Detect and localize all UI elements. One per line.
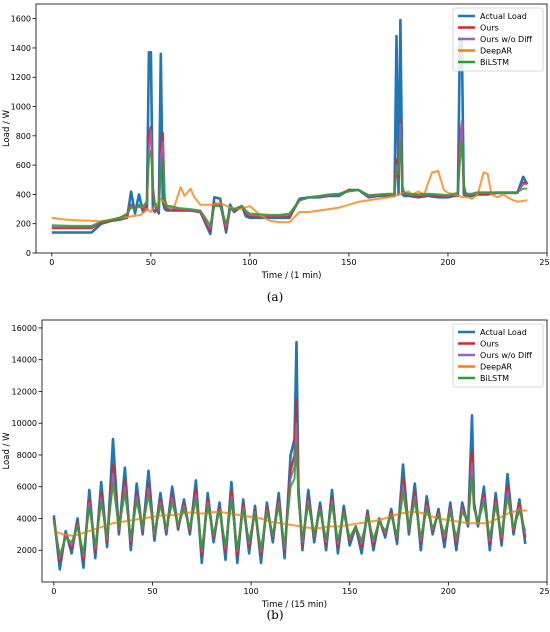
series-line-bilstm — [52, 442, 527, 556]
x-tick-label: 250 — [539, 587, 550, 596]
y-tick-label: 400 — [16, 190, 31, 199]
x-tick-label: 150 — [342, 587, 357, 596]
y-tick-label: 1200 — [11, 73, 31, 82]
legend-label: Ours — [480, 24, 499, 33]
series-line-actual — [51, 18, 529, 236]
series-line-bilstm — [51, 140, 528, 227]
y-tick-label: 200 — [16, 220, 31, 229]
legend-label: DeepAR — [480, 363, 513, 372]
legend: Actual Load Ours Ours w/o Diff DeepAR BiLSTM — [452, 7, 544, 72]
chart-b: 0 50 100 150 200 250 2000 4000 6000 8000 10000 1200… — [2, 319, 550, 610]
series-group — [52, 340, 528, 571]
legend-box — [452, 7, 544, 72]
x-tick-label: 50 — [147, 587, 157, 596]
series-line-deepar — [51, 170, 528, 224]
plot-frame — [35, 3, 548, 254]
x-axis-label: Time / (15 min) — [261, 600, 327, 610]
y-tick-label: 16000 — [12, 324, 37, 333]
x-tick-label: 100 — [243, 587, 258, 596]
y-tick-label: 4000 — [17, 514, 37, 523]
legend-box — [452, 323, 544, 388]
y-axis-label: Load / W — [2, 109, 12, 147]
legend-label: Actual Load — [480, 12, 527, 21]
series-line-deepar — [53, 509, 528, 537]
y-axis-label: Load / W — [2, 432, 12, 470]
y-tick-label: 2000 — [17, 546, 37, 555]
x-tick-label: 0 — [51, 587, 56, 596]
x-tick-label: 0 — [49, 258, 54, 267]
y-tick-label: 800 — [16, 132, 31, 141]
x-tick-label: 250 — [539, 258, 550, 267]
legend-label: Ours w/o Diff — [480, 35, 532, 44]
chart-a: 0 50 100 150 200 250 0 200 400 600 800 1000 1200 1400… — [2, 3, 550, 281]
legend: Actual Load Ours Ours w/o Diff DeepAR BiLSTM — [452, 323, 544, 388]
x-axis-label: Time / (1 min) — [261, 271, 322, 281]
y-tick-label: 12000 — [12, 387, 37, 396]
plot-frame — [41, 319, 548, 583]
y-tick-label: 1000 — [11, 103, 31, 112]
y-tick-label: 1400 — [11, 44, 31, 53]
legend-label: BiLSTM — [480, 374, 509, 383]
legend-label: Actual Load — [480, 328, 527, 337]
x-tick-label: 200 — [440, 258, 455, 267]
y-tick-label: 8000 — [17, 451, 37, 460]
x-tick-label: 100 — [242, 258, 257, 267]
series-group — [51, 18, 529, 236]
x-tick-label: 200 — [441, 587, 456, 596]
y-tick-label: 10000 — [12, 419, 37, 428]
y-tick-label: 0 — [26, 249, 31, 258]
y-tick-label: 6000 — [17, 483, 37, 492]
legend-label: Ours — [480, 340, 499, 349]
x-tick-label: 50 — [146, 258, 156, 267]
caption-b: (b) — [266, 608, 284, 622]
y-tick-label: 1600 — [11, 15, 31, 24]
y-tick-label: 600 — [16, 161, 31, 170]
caption-a: (a) — [266, 290, 284, 304]
legend-label: DeepAR — [480, 47, 513, 56]
y-tick-label: 14000 — [12, 356, 37, 365]
legend-label: BiLSTM — [480, 58, 509, 67]
x-tick-label: 150 — [341, 258, 356, 267]
legend-label: Ours w/o Diff — [480, 351, 532, 360]
